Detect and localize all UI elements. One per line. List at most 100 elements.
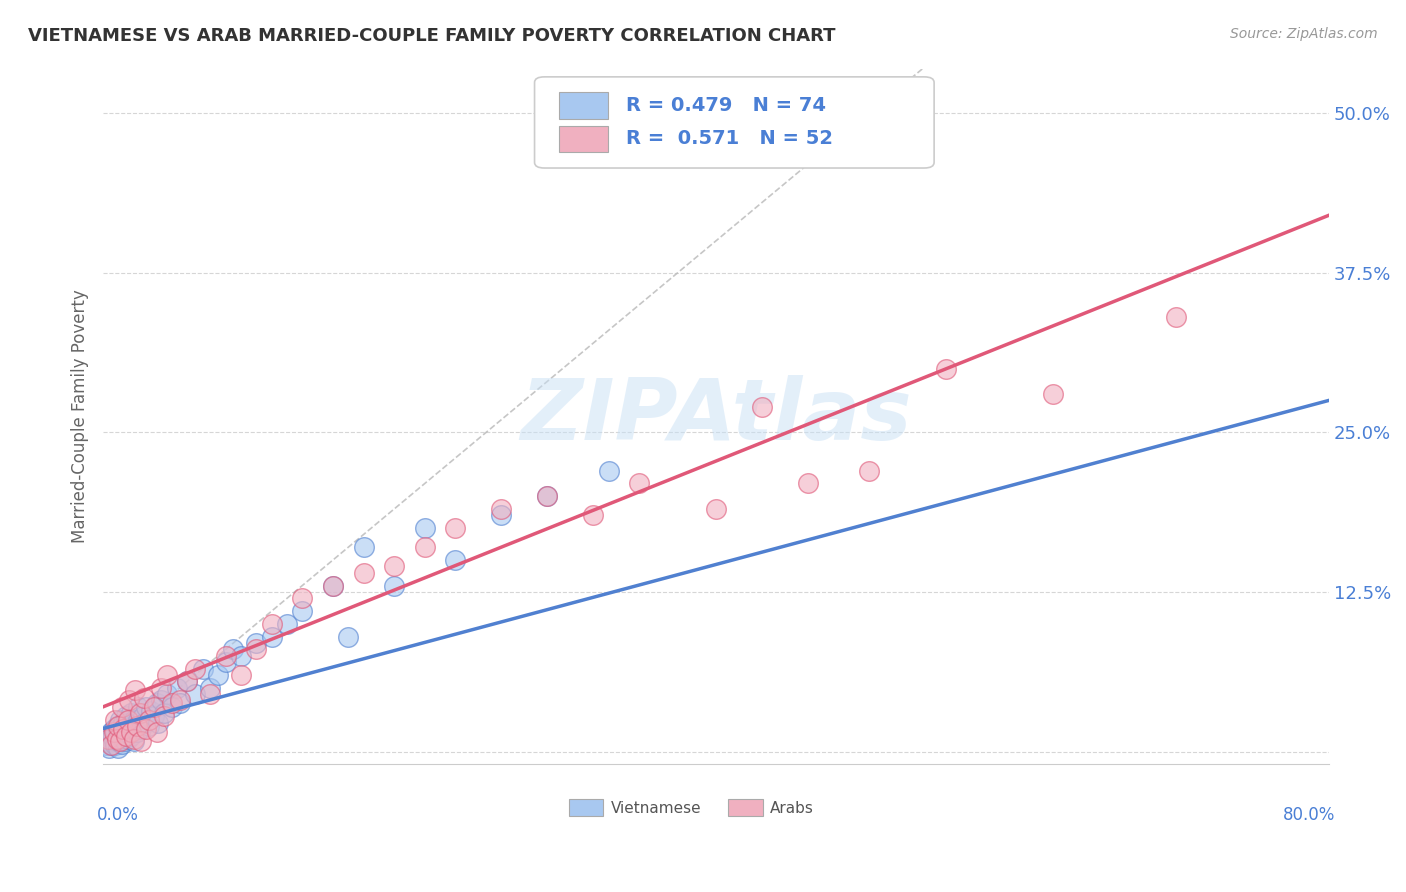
Point: [96, 738, 118, 752]
Point: [97, 734, 120, 748]
Point: [215, 648, 238, 663]
Point: [536, 489, 558, 503]
Point: [337, 630, 360, 644]
Point: [150, 681, 173, 695]
Point: [1042, 387, 1064, 401]
Point: [582, 508, 605, 523]
Point: [100, 731, 122, 746]
Point: [121, 719, 143, 733]
Point: [491, 508, 513, 523]
Point: [704, 502, 727, 516]
Point: [598, 464, 620, 478]
Point: [138, 713, 160, 727]
Point: [382, 559, 405, 574]
Point: [97, 731, 120, 746]
Point: [104, 738, 127, 752]
Point: [536, 489, 558, 503]
Point: [118, 693, 141, 707]
Point: [444, 521, 467, 535]
Point: [100, 725, 122, 739]
Point: [107, 740, 129, 755]
Point: [105, 719, 128, 733]
Point: [413, 521, 436, 535]
Y-axis label: Married-Couple Family Poverty: Married-Couple Family Poverty: [72, 290, 89, 543]
Point: [148, 716, 170, 731]
Point: [160, 699, 183, 714]
Point: [104, 713, 127, 727]
Point: [135, 699, 157, 714]
Point: [103, 722, 125, 736]
Point: [110, 699, 132, 714]
Point: [127, 699, 149, 714]
Point: [108, 713, 131, 727]
Point: [245, 636, 267, 650]
Point: [107, 719, 129, 733]
Point: [104, 725, 127, 739]
Point: [138, 719, 160, 733]
Point: [156, 687, 179, 701]
Point: [382, 578, 405, 592]
Point: [444, 553, 467, 567]
Text: VIETNAMESE VS ARAB MARRIED-COUPLE FAMILY POVERTY CORRELATION CHART: VIETNAMESE VS ARAB MARRIED-COUPLE FAMILY…: [28, 27, 835, 45]
Point: [103, 725, 125, 739]
Point: [110, 724, 132, 739]
Point: [491, 502, 513, 516]
Point: [120, 706, 142, 721]
Point: [124, 719, 146, 733]
Bar: [728, 799, 762, 816]
Point: [112, 716, 135, 731]
Point: [215, 655, 238, 669]
Bar: [560, 126, 607, 152]
Point: [191, 661, 214, 675]
Point: [935, 361, 957, 376]
Point: [142, 708, 165, 723]
Point: [101, 738, 124, 752]
Point: [101, 729, 124, 743]
Point: [322, 578, 344, 592]
Point: [105, 731, 128, 746]
Bar: [569, 799, 603, 816]
Point: [117, 716, 139, 731]
Point: [150, 693, 173, 707]
Point: [176, 674, 198, 689]
Point: [120, 729, 142, 743]
Point: [129, 706, 152, 721]
Point: [153, 708, 176, 723]
Point: [353, 541, 375, 555]
Point: [1164, 310, 1187, 325]
Point: [107, 722, 129, 736]
Point: [114, 734, 136, 748]
Point: [115, 729, 138, 743]
Point: [115, 708, 138, 723]
Point: [207, 668, 229, 682]
Point: [131, 734, 153, 748]
Point: [107, 734, 129, 748]
Point: [160, 696, 183, 710]
Text: R = 0.479   N = 74: R = 0.479 N = 74: [627, 96, 827, 115]
Point: [124, 683, 146, 698]
Point: [797, 476, 820, 491]
Point: [108, 729, 131, 743]
Point: [132, 708, 155, 723]
Point: [229, 648, 252, 663]
Text: 80.0%: 80.0%: [1282, 806, 1334, 824]
Point: [858, 464, 880, 478]
Point: [117, 713, 139, 727]
Point: [413, 541, 436, 555]
Point: [200, 687, 222, 701]
Point: [245, 642, 267, 657]
Point: [125, 719, 148, 733]
Text: R =  0.571   N = 52: R = 0.571 N = 52: [627, 129, 834, 148]
Point: [229, 668, 252, 682]
Point: [142, 699, 165, 714]
Point: [176, 674, 198, 689]
Point: [122, 734, 145, 748]
Point: [751, 400, 773, 414]
Point: [184, 687, 207, 701]
Point: [139, 704, 162, 718]
Point: [184, 661, 207, 675]
Point: [322, 578, 344, 592]
Point: [134, 690, 156, 705]
Point: [291, 604, 314, 618]
Point: [169, 693, 191, 707]
